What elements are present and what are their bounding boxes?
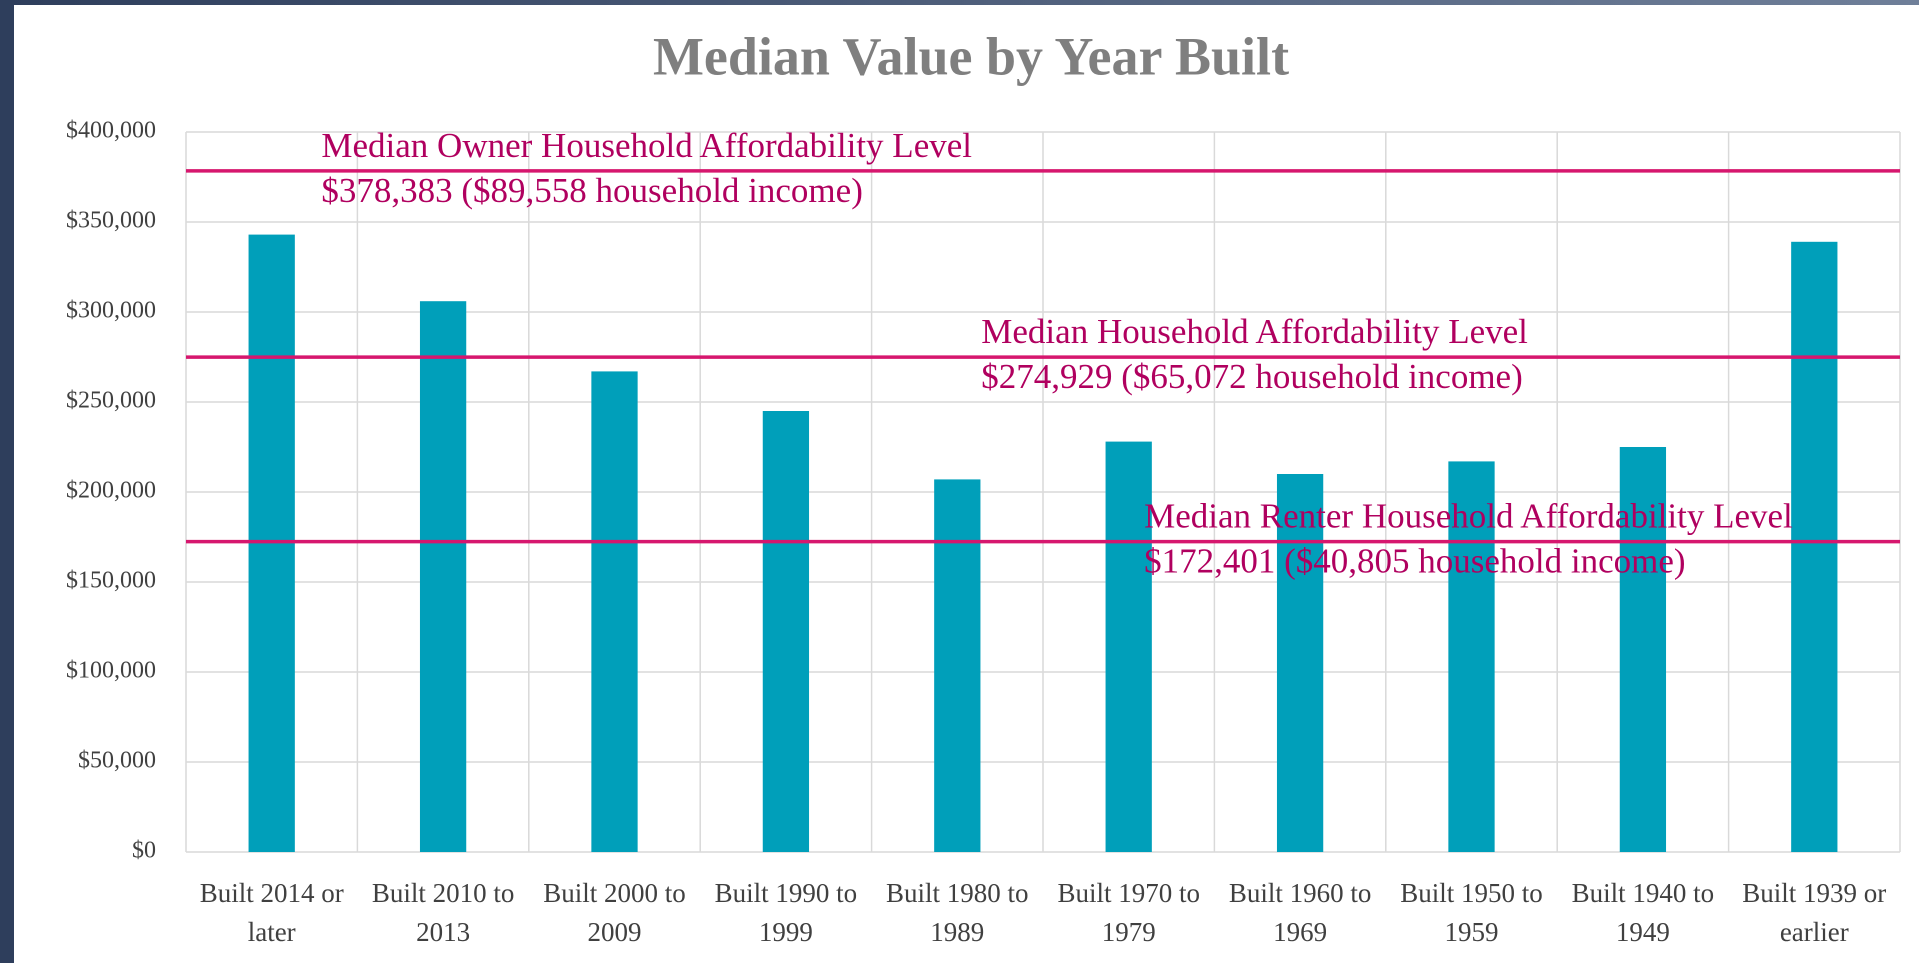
y-tick-label: $50,000	[78, 748, 156, 774]
x-tick-label: Built 1940 to 1949	[1571, 878, 1715, 947]
x-tick-label: Built 1939 or earlier	[1742, 878, 1887, 947]
chart-title: Median Value by Year Built	[653, 26, 1289, 86]
y-tick-label: $0	[132, 838, 156, 864]
y-tick-label: $150,000	[66, 568, 156, 594]
bar	[1448, 461, 1495, 852]
x-tick-label: Built 1980 to 1989	[886, 878, 1029, 947]
x-tick-label: Built 2010 to 2013	[371, 878, 515, 947]
frame	[0, 0, 1919, 5]
frame	[0, 0, 14, 963]
y-tick-label: $400,000	[66, 118, 156, 144]
x-tick-label: Built 2014 or later	[199, 878, 344, 947]
reference-label: Median Owner Household Affordability Lev…	[321, 126, 972, 165]
reference-value-label: $378,383 ($89,558 household income)	[321, 171, 862, 210]
reference-value-label: $172,401 ($40,805 household income)	[1144, 542, 1685, 581]
bar	[419, 301, 467, 852]
bar	[762, 411, 810, 852]
x-tick-label: Built 1990 to 1999	[714, 878, 858, 947]
bar	[1276, 474, 1324, 852]
reference-label: Median Renter Household Affordability Le…	[1144, 497, 1793, 536]
bar	[1619, 447, 1667, 852]
y-tick-label: $100,000	[66, 658, 156, 684]
reference-label: Median Household Affordability Level	[981, 312, 1528, 351]
reference-value-label: $274,929 ($65,072 household income)	[981, 357, 1522, 396]
x-tick-label: Built 1960 to 1969	[1228, 878, 1372, 947]
y-tick-label: $200,000	[66, 478, 156, 504]
y-tick-label: $300,000	[66, 298, 156, 324]
y-tick-label: $350,000	[66, 208, 156, 234]
bar	[1105, 441, 1152, 852]
bar	[591, 371, 638, 852]
bar	[1791, 241, 1838, 853]
x-tick-label: Built 1950 to 1959	[1400, 878, 1543, 947]
y-tick-label: $250,000	[66, 388, 156, 414]
x-tick-label: Built 2000 to 2009	[543, 878, 686, 947]
bar	[934, 479, 981, 852]
x-tick-label: Built 1970 to 1979	[1057, 878, 1200, 947]
